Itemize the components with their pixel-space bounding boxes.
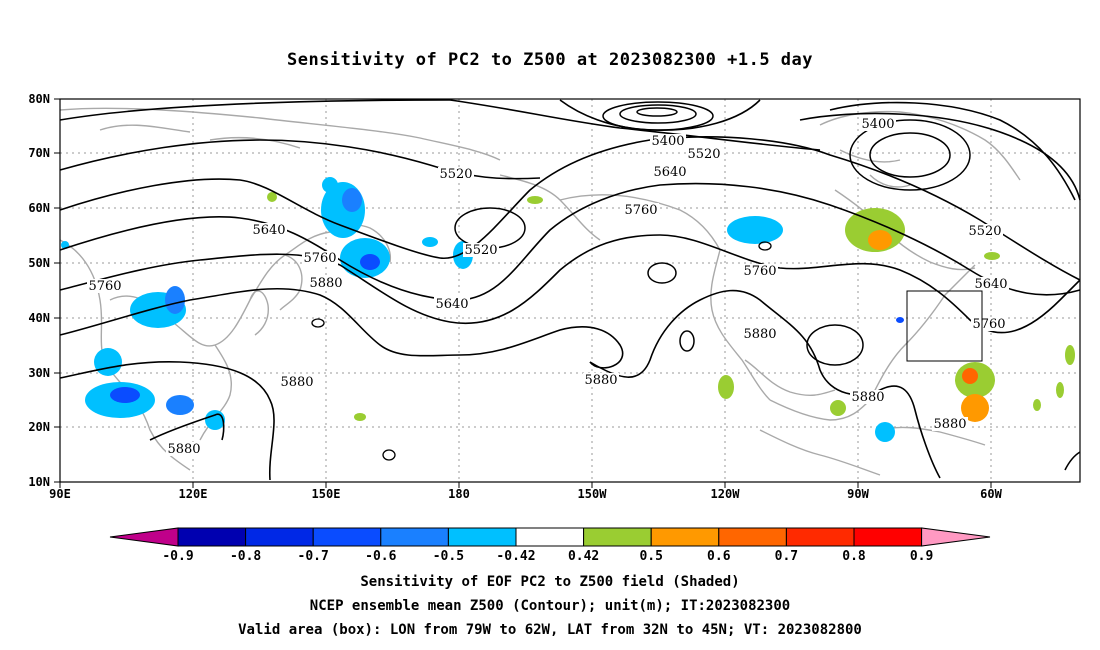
contour-label: 5880 xyxy=(933,417,966,432)
contour-label: 5880 xyxy=(280,375,313,390)
positive-sensitivity-area xyxy=(830,400,846,416)
contour-label: 5400 xyxy=(861,117,894,132)
colorbar-label: -0.7 xyxy=(298,549,329,564)
positive-sensitivity-area xyxy=(527,196,543,204)
lon-label: 120E xyxy=(179,487,208,501)
colorbar-segment xyxy=(245,527,314,547)
contour-label: 5760 xyxy=(972,317,1005,332)
contour-label: 5640 xyxy=(252,223,285,238)
positive-sensitivity-area xyxy=(1033,399,1041,411)
negative-sensitivity-area xyxy=(422,237,438,247)
caption-line-3: Valid area (box): LON from 79W to 62W, L… xyxy=(238,622,862,638)
colorbar-segment xyxy=(718,527,787,547)
map-frame xyxy=(59,98,1081,483)
contour-label: 5640 xyxy=(435,297,468,312)
negative-sensitivity-area xyxy=(322,177,338,193)
contour-label: 5760 xyxy=(743,264,776,279)
positive-sensitivity-area xyxy=(718,375,734,399)
lon-label: 60W xyxy=(980,487,1002,501)
lon-label: 90W xyxy=(847,487,869,501)
contour-label: 5520 xyxy=(439,167,472,182)
lat-label: 50N xyxy=(28,256,50,270)
colorbar-segment xyxy=(515,527,585,547)
positive-sensitivity-area xyxy=(962,368,978,384)
positive-sensitivity-area xyxy=(984,252,1000,260)
lon-label: 90E xyxy=(49,487,71,501)
colorbar-label: 0.8 xyxy=(842,549,866,564)
positive-sensitivity-area xyxy=(1065,345,1075,365)
colorbar-segment xyxy=(650,527,720,547)
colorbar-left-arrow xyxy=(109,527,179,547)
colorbar: -0.9 -0.8 -0.7 -0.6 -0.5 -0.42 0.42 0.5 0.6 0.7 0.… xyxy=(109,527,991,564)
contour-label-group: 5400540055205520552055205640564056405640… xyxy=(87,117,1009,457)
contour-label: 5760 xyxy=(303,251,336,266)
colorbar-label: -0.42 xyxy=(496,549,535,564)
contour-label: 5400 xyxy=(651,134,684,149)
negative-sensitivity-area xyxy=(205,410,225,430)
colorbar-label: 0.42 xyxy=(568,549,599,564)
positive-sensitivity-area xyxy=(868,230,892,250)
contour-label: 5640 xyxy=(974,277,1007,292)
lon-label: 150E xyxy=(312,487,341,501)
contour-label: 5880 xyxy=(309,276,342,291)
lat-label: 70N xyxy=(28,146,50,160)
colorbar-label: 0.9 xyxy=(910,549,933,564)
contour-label: 5880 xyxy=(743,327,776,342)
positive-sensitivity-area xyxy=(1056,382,1064,398)
colorbar-segment xyxy=(380,527,449,547)
contour-label: 5880 xyxy=(584,373,617,388)
negative-sensitivity-area xyxy=(875,422,895,442)
valid-area-box xyxy=(906,290,983,362)
colorbar-segment xyxy=(583,527,652,547)
sensitivity-shading xyxy=(61,177,1075,442)
contour-label: 5880 xyxy=(167,442,200,457)
colorbar-label: 0.6 xyxy=(707,549,731,564)
negative-sensitivity-area xyxy=(360,254,380,270)
colorbar-segment xyxy=(853,527,923,547)
contour-label: 5520 xyxy=(687,147,720,162)
colorbar-segment xyxy=(177,527,247,547)
lat-label: 40N xyxy=(28,311,50,325)
lat-label: 10N xyxy=(28,475,50,489)
z500-contours xyxy=(59,99,1081,481)
negative-sensitivity-area xyxy=(165,286,185,314)
negative-sensitivity-area xyxy=(94,348,122,376)
colorbar-segment xyxy=(447,527,517,547)
colorbar-label: -0.6 xyxy=(365,549,396,564)
colorbar-label: 0.5 xyxy=(639,549,662,564)
contour-label: 5880 xyxy=(851,390,884,405)
contour-label: 5640 xyxy=(653,165,686,180)
contour-label: 5760 xyxy=(88,279,121,294)
negative-sensitivity-area xyxy=(110,387,140,403)
positive-sensitivity-area xyxy=(354,413,366,421)
lat-label: 30N xyxy=(28,366,50,380)
lon-label: 180 xyxy=(448,487,470,501)
caption-line-2: NCEP ensemble mean Z500 (Contour); unit(… xyxy=(309,598,791,614)
lon-label: 150W xyxy=(578,487,608,501)
lat-label: 80N xyxy=(28,92,50,106)
colorbar-segment xyxy=(312,527,382,547)
colorbar-label: 0.7 xyxy=(775,549,798,564)
positive-sensitivity-area xyxy=(267,192,277,202)
contour-label: 5520 xyxy=(968,224,1001,239)
negative-sensitivity-area xyxy=(727,216,783,244)
lat-label: 60N xyxy=(28,201,50,215)
colorbar-label: -0.9 xyxy=(162,549,193,564)
contour-label: 5520 xyxy=(464,243,497,258)
colorbar-segment xyxy=(785,527,855,547)
negative-sensitivity-area xyxy=(166,395,194,415)
chart-title: Sensitivity of PC2 to Z500 at 2023082300… xyxy=(286,50,813,70)
colorbar-right-arrow xyxy=(921,527,991,547)
positive-sensitivity-area xyxy=(961,394,989,422)
lat-label: 20N xyxy=(28,420,50,434)
negative-sensitivity-area xyxy=(342,188,362,212)
lon-label: 120W xyxy=(711,487,741,501)
caption-line-1: Sensitivity of EOF PC2 to Z500 field (Sh… xyxy=(360,574,740,590)
colorbar-label: -0.8 xyxy=(230,549,261,564)
negative-sensitivity-area xyxy=(896,317,904,323)
colorbar-label: -0.5 xyxy=(433,549,464,564)
contour-label: 5760 xyxy=(624,203,657,218)
